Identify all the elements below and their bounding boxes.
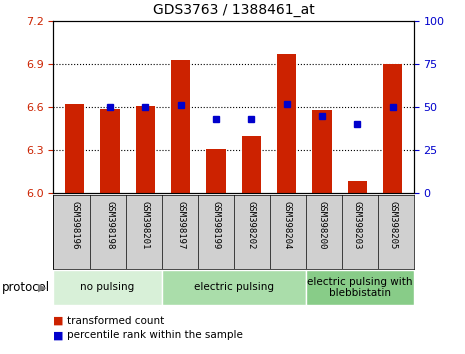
Bar xyxy=(277,54,296,193)
Text: ▶: ▶ xyxy=(38,282,46,292)
Text: transformed count: transformed count xyxy=(67,316,165,326)
Bar xyxy=(306,270,414,305)
Text: GSM398205: GSM398205 xyxy=(388,201,397,249)
Text: GSM398201: GSM398201 xyxy=(141,201,150,249)
Bar xyxy=(312,110,332,193)
Bar xyxy=(100,109,120,193)
Bar xyxy=(348,182,367,193)
Text: GSM398200: GSM398200 xyxy=(318,201,326,249)
Text: GSM398198: GSM398198 xyxy=(106,201,114,249)
Text: ■: ■ xyxy=(53,316,64,326)
Bar xyxy=(383,64,402,193)
Text: electric pulsing: electric pulsing xyxy=(193,282,274,292)
Text: GSM398196: GSM398196 xyxy=(70,201,79,249)
Bar xyxy=(171,60,190,193)
Text: ■: ■ xyxy=(53,330,64,340)
Text: GSM398204: GSM398204 xyxy=(282,201,291,249)
Bar xyxy=(206,149,226,193)
Text: electric pulsing with
blebbistatin: electric pulsing with blebbistatin xyxy=(307,276,412,298)
Bar xyxy=(242,136,261,193)
Text: protocol: protocol xyxy=(2,281,50,294)
Text: percentile rank within the sample: percentile rank within the sample xyxy=(67,330,243,340)
Text: GSM398203: GSM398203 xyxy=(353,201,362,249)
Bar xyxy=(65,104,84,193)
Text: no pulsing: no pulsing xyxy=(80,282,135,292)
Bar xyxy=(162,270,306,305)
Bar xyxy=(136,105,155,193)
Title: GDS3763 / 1388461_at: GDS3763 / 1388461_at xyxy=(153,4,314,17)
Text: GSM398197: GSM398197 xyxy=(176,201,185,249)
Text: GSM398202: GSM398202 xyxy=(247,201,256,249)
Bar xyxy=(53,270,162,305)
Text: GSM398199: GSM398199 xyxy=(212,201,220,249)
